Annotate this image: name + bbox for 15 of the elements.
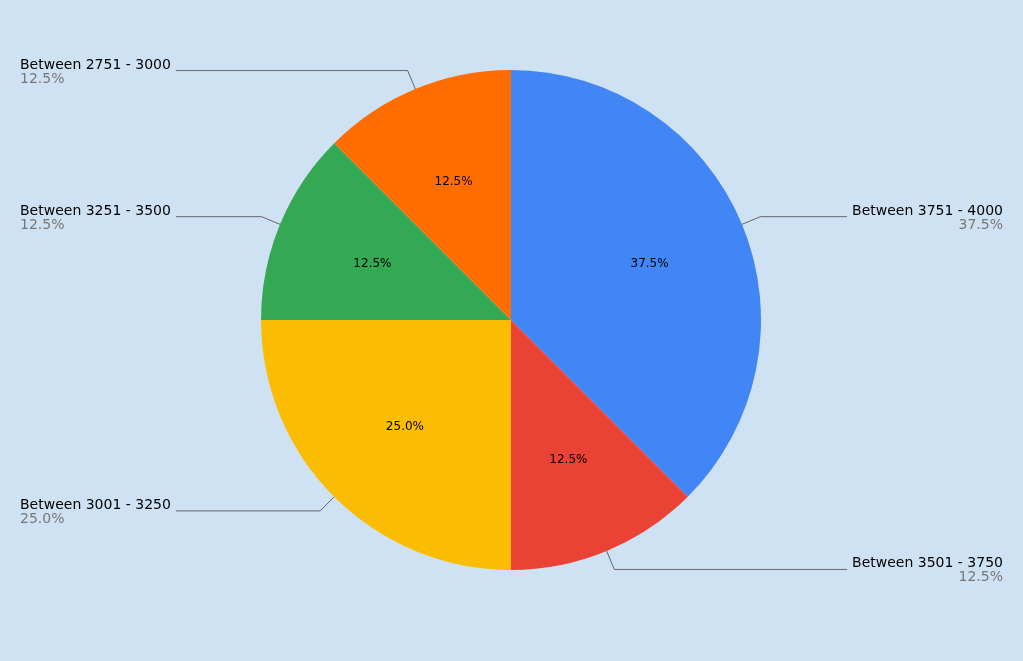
data-label: 12.5% <box>434 174 473 189</box>
slice-label: Between 3501 - 3750 <box>852 554 1003 571</box>
text: 25.0% <box>20 509 65 526</box>
data-label: 12.5% <box>549 451 588 466</box>
slice-label: Between 3251 - 3500 <box>20 201 171 218</box>
data-label: 37.5% <box>958 215 1003 232</box>
data-label: 12.5% <box>353 255 392 270</box>
slice-label: Between 3751 - 4000 <box>852 201 1003 218</box>
text: 12.5% <box>958 568 1003 585</box>
text: 12.5% <box>20 215 65 232</box>
text: 12.5% <box>20 69 65 86</box>
text: 37.5% <box>630 255 669 270</box>
slice-label: Between 3001 - 3250 <box>20 495 171 512</box>
slice-label: Between 2751 - 3000 <box>20 55 171 72</box>
data-label: 25.0% <box>385 419 424 434</box>
